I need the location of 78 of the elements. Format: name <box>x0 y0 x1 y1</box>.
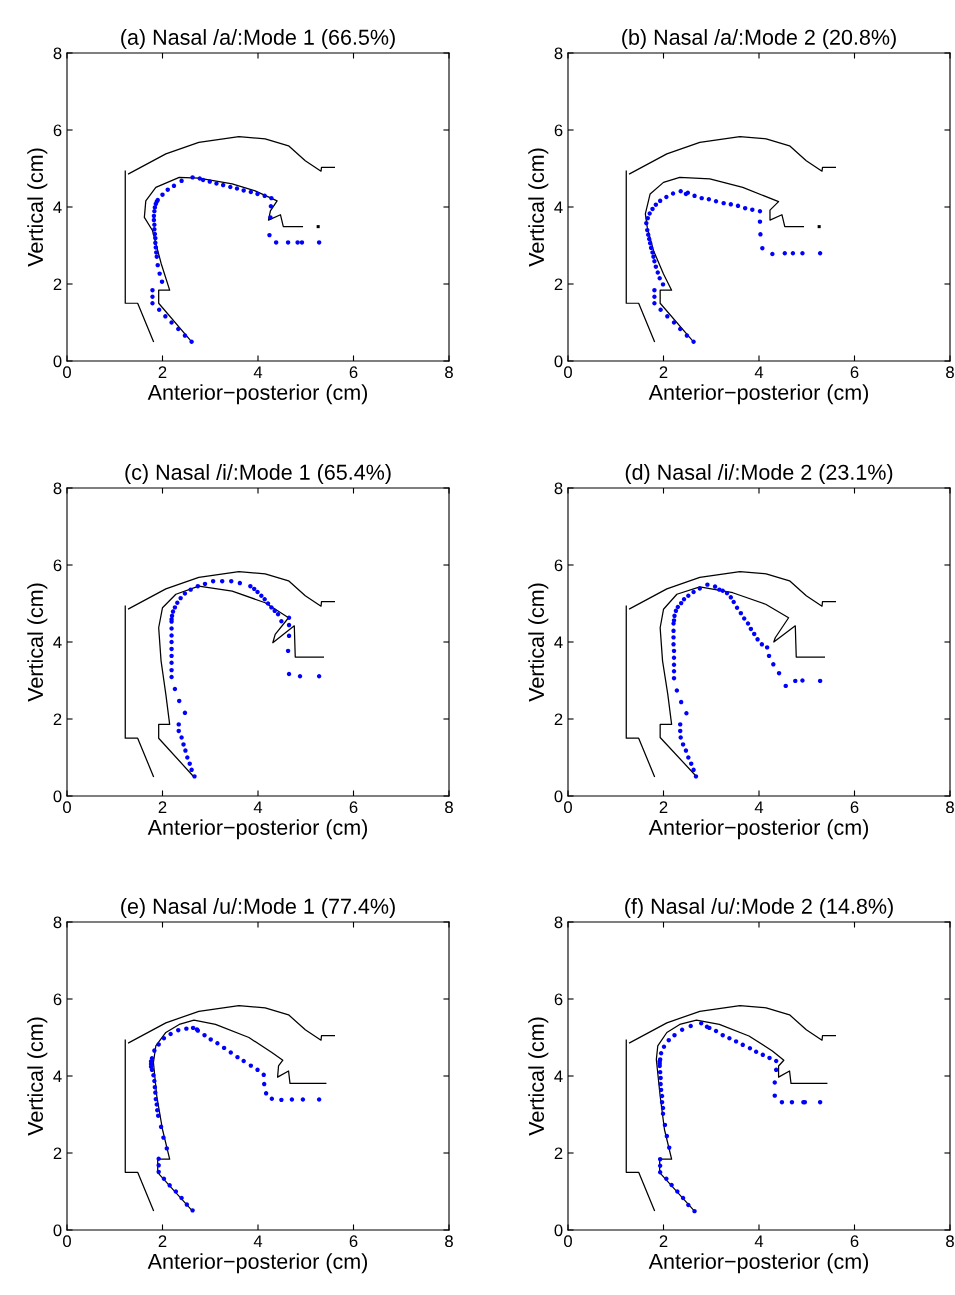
y-tick-label: 0 <box>554 790 563 803</box>
y-tick-label: 8 <box>53 916 62 929</box>
y-tick-label: 8 <box>53 482 62 495</box>
chart-title: (b) Nasal /a/:Mode 2 (20.8%) <box>622 29 896 50</box>
chart-title: (d) Nasal /i/:Mode 2 (23.1%) <box>625 464 893 485</box>
y-tick-label: 6 <box>554 993 563 1006</box>
x-tick-label: 8 <box>445 801 453 814</box>
y-axis-title: Vertical (cm) <box>27 1017 48 1136</box>
chart-title: (e) Nasal /u/:Mode 1 (77.4%) <box>121 898 395 919</box>
y-tick-label: 4 <box>554 1070 563 1083</box>
x-axis-title: Anterior−posterior (cm) <box>648 1253 869 1274</box>
y-axis-title: Vertical (cm) <box>27 583 48 702</box>
x-tick-label: 0 <box>564 801 572 814</box>
x-tick-label: 0 <box>63 801 71 814</box>
x-axis-title: Anterior−posterior (cm) <box>648 819 869 840</box>
x-tick-label: 8 <box>445 366 453 379</box>
x-tick-label: 0 <box>564 366 572 379</box>
y-tick-label: 8 <box>554 47 563 60</box>
x-tick-label: 8 <box>946 1235 954 1248</box>
x-tick-label: 6 <box>349 366 358 379</box>
y-tick-label: 4 <box>53 1070 62 1083</box>
y-tick-label: 0 <box>554 1224 563 1237</box>
y-axis-title: Vertical (cm) <box>528 148 549 267</box>
x-tick-label: 4 <box>754 366 764 378</box>
x-tick-label: 2 <box>659 366 668 378</box>
x-tick-label: 0 <box>63 1235 71 1248</box>
y-tick-label: 4 <box>53 201 62 214</box>
x-tick-label: 8 <box>946 366 954 379</box>
chart-title: (f) Nasal /u/:Mode 2 (14.8%) <box>625 898 893 919</box>
x-tick-label: 6 <box>349 1235 358 1248</box>
x-tick-label: 4 <box>253 366 263 378</box>
x-axis-title: Anterior−posterior (cm) <box>147 1253 368 1274</box>
y-tick-label: 6 <box>53 559 62 572</box>
chart-title: (a) Nasal /a/:Mode 1 (66.5%) <box>121 29 395 50</box>
y-tick-label: 6 <box>53 124 62 137</box>
x-tick-label: 2 <box>158 366 167 378</box>
x-tick-label: 6 <box>850 1235 859 1248</box>
chart-title: (c) Nasal /i/:Mode 1 (65.4%) <box>125 464 391 485</box>
x-tick-label: 4 <box>754 801 764 813</box>
y-tick-label: 2 <box>554 278 563 291</box>
x-tick-label: 0 <box>63 366 71 379</box>
y-axis-title: Vertical (cm) <box>528 1017 549 1136</box>
y-tick-label: 6 <box>554 559 563 572</box>
x-tick-label: 2 <box>158 1235 167 1247</box>
y-tick-label: 2 <box>554 1147 563 1160</box>
y-tick-label: 4 <box>554 201 563 214</box>
x-tick-label: 0 <box>564 1235 572 1248</box>
y-tick-label: 0 <box>53 790 62 803</box>
y-tick-label: 6 <box>53 993 62 1006</box>
y-tick-label: 0 <box>53 1224 62 1237</box>
y-tick-label: 8 <box>554 916 563 929</box>
x-tick-label: 2 <box>659 801 668 813</box>
y-tick-label: 0 <box>554 355 563 368</box>
x-tick-label: 4 <box>253 1235 263 1247</box>
y-tick-label: 2 <box>554 713 563 726</box>
y-tick-label: 4 <box>554 636 563 649</box>
x-tick-label: 4 <box>253 801 263 813</box>
y-tick-label: 6 <box>554 124 563 137</box>
x-tick-label: 4 <box>754 1235 764 1247</box>
x-axis-title: Anterior−posterior (cm) <box>648 384 869 405</box>
y-axis-title: Vertical (cm) <box>528 583 549 702</box>
y-tick-label: 2 <box>53 278 62 291</box>
x-tick-label: 8 <box>946 801 954 814</box>
x-axis-title: Anterior−posterior (cm) <box>147 819 368 840</box>
x-tick-label: 8 <box>445 1235 453 1248</box>
y-tick-label: 4 <box>53 636 62 649</box>
x-tick-label: 6 <box>850 801 859 814</box>
x-tick-label: 6 <box>850 366 859 379</box>
x-tick-label: 6 <box>349 801 358 814</box>
x-tick-label: 2 <box>158 801 167 813</box>
y-tick-label: 2 <box>53 1147 62 1160</box>
x-axis-title: Anterior−posterior (cm) <box>147 384 368 405</box>
x-tick-label: 2 <box>659 1235 668 1247</box>
y-tick-label: 0 <box>53 355 62 368</box>
y-axis-title: Vertical (cm) <box>27 148 48 267</box>
y-tick-label: 8 <box>554 482 563 495</box>
y-tick-label: 8 <box>53 47 62 60</box>
y-tick-label: 2 <box>53 713 62 726</box>
